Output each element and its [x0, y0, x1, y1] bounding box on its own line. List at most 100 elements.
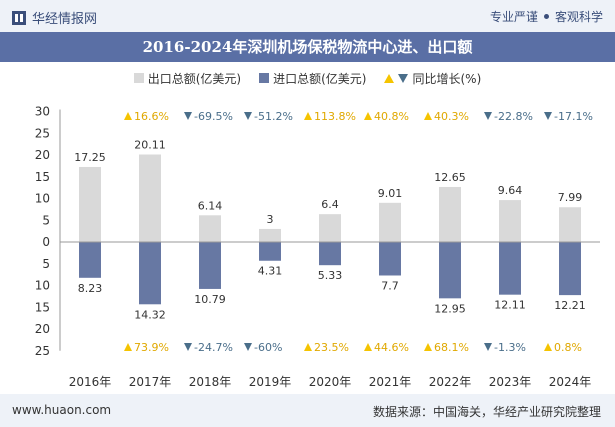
top-banner: 华经情报网 专业严谨 客观科学 — [0, 0, 615, 32]
separator-dot-icon — [543, 14, 549, 19]
x-category-label: 2016年 — [69, 375, 112, 389]
x-category-label: 2023年 — [489, 375, 532, 389]
growth-up-icon — [364, 112, 372, 120]
export-value-label: 6.14 — [198, 199, 223, 212]
export-bar — [559, 207, 581, 242]
export-growth-label: 113.8% — [314, 110, 356, 123]
brand-name: 华经情报网 — [32, 12, 98, 27]
growth-up-icon — [304, 112, 312, 120]
import-bar — [139, 242, 161, 305]
y-tick-label: 5 — [42, 257, 50, 271]
growth-up-icon — [544, 343, 552, 351]
import-growth-label: 68.1% — [434, 341, 469, 354]
slogan: 专业严谨 客观科学 — [490, 8, 603, 25]
x-category-label: 2017年 — [129, 375, 172, 389]
export-growth-label: -22.8% — [494, 110, 533, 123]
footer-url[interactable]: www.huaon.com — [12, 403, 112, 417]
growth-down-icon — [484, 112, 492, 120]
export-growth-label: 16.6% — [134, 110, 169, 123]
x-category-label: 2018年 — [189, 375, 232, 389]
export-bar — [319, 214, 341, 242]
triangle-up-icon — [384, 73, 395, 83]
export-growth-label: 40.8% — [374, 110, 409, 123]
growth-down-icon — [244, 343, 252, 351]
y-tick-label: 15 — [35, 170, 50, 184]
y-tick-label: 10 — [35, 279, 50, 293]
import-bar — [499, 242, 521, 295]
y-tick-label: 10 — [35, 192, 50, 206]
growth-up-icon — [424, 343, 432, 351]
import-value-label: 10.79 — [194, 293, 226, 306]
export-bar — [79, 166, 101, 242]
growth-up-icon — [424, 112, 432, 120]
chart-title: 2016-2024年深圳机场保税物流中心进、出口额 — [0, 32, 615, 62]
legend-export-label: 出口总额(亿美元) — [147, 71, 242, 86]
y-tick-label: 20 — [35, 148, 50, 162]
import-growth-label: 23.5% — [314, 341, 349, 354]
import-value-label: 4.31 — [258, 265, 283, 278]
import-value-label: 12.21 — [554, 299, 586, 312]
export-growth-label: -51.2% — [254, 110, 293, 123]
footer: www.huaon.com 数据来源：中国海关，华经产业研究院整理 — [0, 394, 615, 427]
import-bar — [319, 242, 341, 266]
export-value-label: 20.11 — [134, 139, 166, 152]
export-value-label: 9.01 — [378, 187, 403, 200]
import-value-label: 14.32 — [134, 308, 166, 321]
growth-down-icon — [184, 343, 192, 351]
y-tick-label: 15 — [35, 300, 50, 314]
import-growth-label: 44.6% — [374, 341, 409, 354]
export-value-label: 12.65 — [434, 171, 466, 184]
brand-logo-icon — [12, 10, 26, 25]
y-tick-label: 25 — [35, 344, 50, 358]
growth-up-icon — [304, 343, 312, 351]
growth-down-icon — [244, 112, 252, 120]
brand[interactable]: 华经情报网 — [12, 8, 97, 27]
import-bar — [199, 242, 221, 289]
export-value-label: 3 — [267, 213, 274, 226]
growth-down-icon — [484, 343, 492, 351]
export-bar — [379, 202, 401, 242]
growth-down-icon — [544, 112, 552, 120]
slogan-tag-2: 客观科学 — [554, 10, 603, 24]
export-bar — [499, 200, 521, 242]
import-value-label: 12.11 — [494, 299, 526, 312]
triangle-down-icon — [398, 73, 409, 83]
import-bar — [259, 242, 281, 261]
import-value-label: 5.33 — [318, 269, 343, 282]
y-tick-label: 5 — [42, 213, 50, 227]
legend-export[interactable]: 出口总额(亿美元) — [133, 70, 242, 87]
import-bar — [559, 242, 581, 296]
legend-import[interactable]: 进口总额(亿美元) — [259, 70, 366, 87]
growth-down-icon — [184, 112, 192, 120]
export-bar — [259, 228, 281, 242]
export-growth-label: 40.3% — [434, 110, 469, 123]
y-tick-label: 30 — [35, 105, 50, 119]
x-category-label: 2021年 — [369, 375, 412, 389]
bar-chart: 30 25 20 15 10 5 0 5 10 15 20 25 17.25 8.23 2016年 20.11… — [35, 105, 600, 389]
y-tick-label: 20 — [35, 322, 50, 336]
import-bar — [79, 242, 101, 278]
export-value-label: 17.25 — [74, 151, 106, 164]
slogan-tag-1: 专业严谨 — [489, 10, 538, 24]
growth-up-icon — [124, 112, 132, 120]
export-growth-label: -69.5% — [194, 110, 233, 123]
legend-export-swatch — [133, 73, 144, 83]
growth-up-icon — [364, 343, 372, 351]
export-value-label: 6.4 — [321, 198, 339, 211]
import-value-label: 7.7 — [381, 279, 399, 292]
import-value-label: 12.95 — [434, 302, 466, 315]
export-value-label: 7.99 — [558, 191, 583, 204]
x-category-label: 2022年 — [429, 375, 472, 389]
y-tick-label: 0 — [42, 235, 50, 249]
export-bar — [139, 154, 161, 242]
footer-source: 数据来源：中国海关，华经产业研究院整理 — [372, 405, 601, 419]
legend-growth[interactable]: 同比增长(%) — [384, 70, 481, 87]
import-bar — [379, 242, 401, 276]
x-category-label: 2024年 — [549, 375, 592, 389]
growth-up-icon — [124, 343, 132, 351]
export-growth-label: -17.1% — [554, 110, 593, 123]
export-bar — [199, 215, 221, 242]
import-growth-label: -1.3% — [494, 341, 526, 354]
chart-legend: 出口总额(亿美元) 进口总额(亿美元) 同比增长(%) — [0, 68, 615, 88]
legend-import-label: 进口总额(亿美元) — [273, 71, 367, 86]
